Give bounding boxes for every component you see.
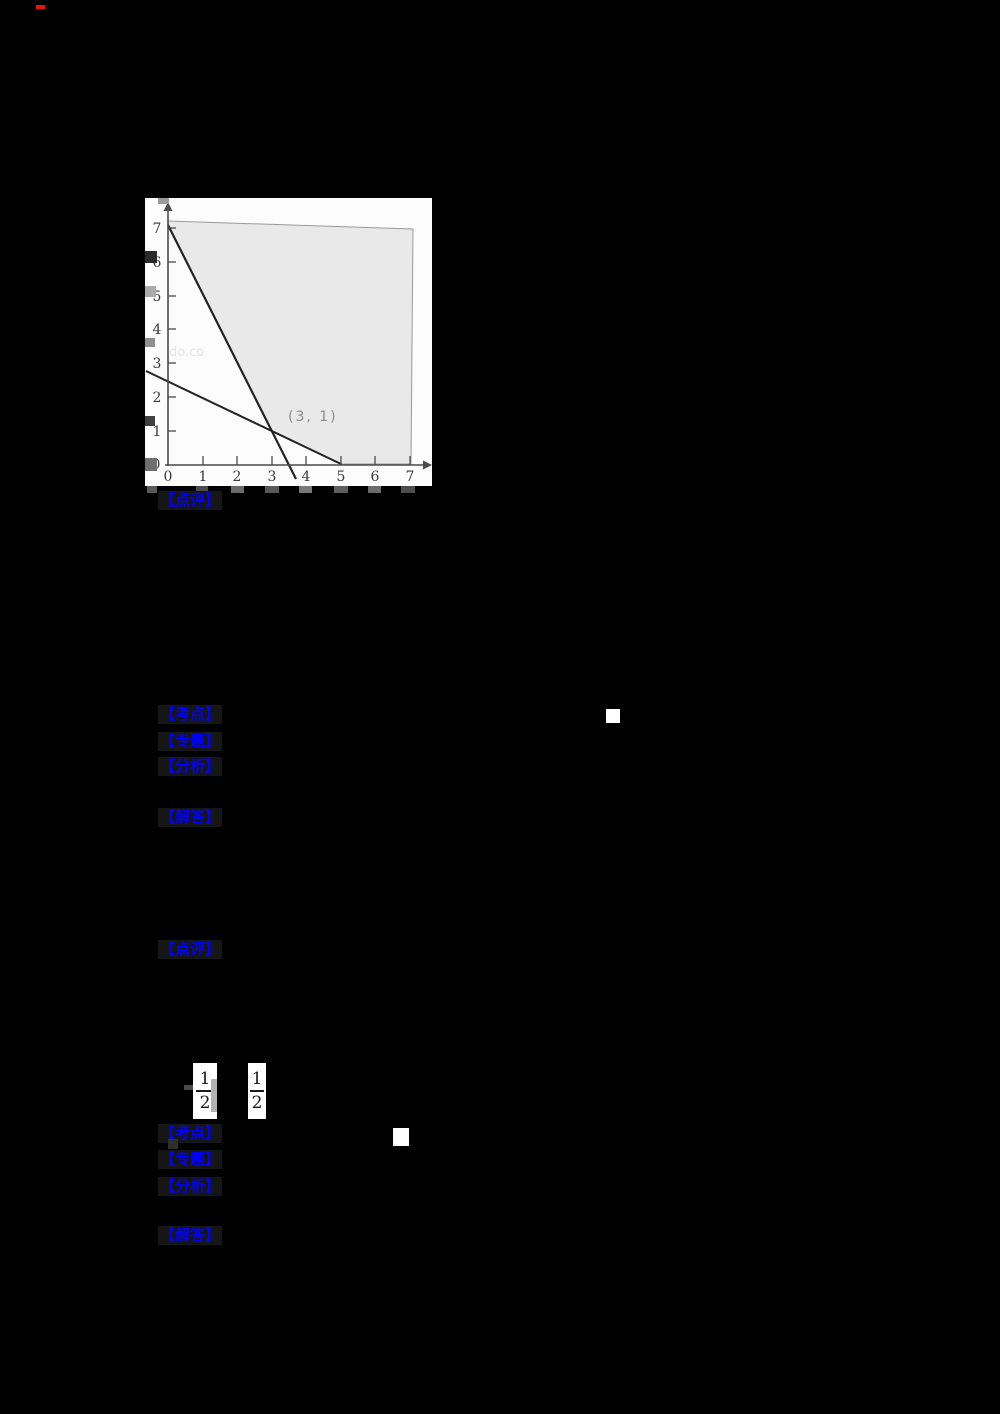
fraction-edge-artifact xyxy=(211,1079,217,1112)
smudge-artifact xyxy=(147,486,157,493)
x-tick-label-5: 5 xyxy=(337,469,346,485)
x-axis-arrow-icon xyxy=(423,460,432,470)
smudge-artifact xyxy=(368,486,381,493)
red-mark-artifact xyxy=(36,5,45,9)
fraction-numerator: 1 xyxy=(199,1069,211,1089)
x-tick-label-6: 6 xyxy=(371,469,380,485)
fraction-denominator: 2 xyxy=(199,1093,211,1113)
smudge-artifact xyxy=(265,486,279,493)
fraction-bar xyxy=(195,1090,215,1092)
x-tick-label-2: 2 xyxy=(233,469,242,485)
figure-canvas: 7 6 5 4 3 2 1 0 0 1 2 3 4 5 6 7 (3, 1) d… xyxy=(145,198,432,485)
smudge-artifact xyxy=(401,486,415,493)
y-tick-marks xyxy=(168,227,176,432)
figure-edge-artifacts xyxy=(145,198,169,471)
y-tick-label-4: 4 xyxy=(153,322,162,338)
y-tick-label-2: 2 xyxy=(153,390,162,406)
x-tick-label-0: 0 xyxy=(164,469,173,485)
tag-zhuanti-1: 【专题】 xyxy=(158,732,223,751)
y-tick-label-1: 1 xyxy=(153,424,162,440)
x-tick-marks xyxy=(202,456,411,465)
x-tick-label-1: 1 xyxy=(199,469,208,485)
watermark-text: do.co xyxy=(169,345,204,360)
y-tick-label-3: 3 xyxy=(153,356,162,372)
smudge-artifact xyxy=(196,486,208,493)
fraction-one-half-2: 1 2 xyxy=(248,1063,266,1119)
tag-dianping-1: 【点评】 xyxy=(158,491,223,510)
white-square-artifact-1 xyxy=(606,709,620,723)
fraction-leading-mark-artifact xyxy=(184,1085,193,1090)
y-tick-label-5: 5 xyxy=(153,289,162,305)
x-tick-label-3: 3 xyxy=(268,469,277,485)
point-label: (3, 1) xyxy=(288,409,338,425)
x-tick-label-4: 4 xyxy=(302,469,311,485)
tag-jieda-1: 【解答】 xyxy=(158,808,223,827)
boundary-line-shallow xyxy=(145,370,342,465)
tag-kaodian-1: 【考点】 xyxy=(158,705,223,724)
dark-square-artifact xyxy=(168,1139,178,1149)
tag-jieda-2: 【解答】 xyxy=(158,1226,223,1245)
smudge-artifact xyxy=(334,486,348,493)
smudge-artifact xyxy=(231,486,244,493)
feasible-region-figure: 7 6 5 4 3 2 1 0 0 1 2 3 4 5 6 7 (3, 1) d… xyxy=(145,198,432,486)
fraction-numerator: 1 xyxy=(251,1069,263,1089)
y-tick-label-7: 7 xyxy=(153,221,162,237)
x-tick-label-7: 7 xyxy=(406,469,415,485)
y-tick-label-6: 6 xyxy=(153,255,162,271)
feasible-region-polygon xyxy=(167,220,414,465)
white-square-artifact-2 xyxy=(393,1128,409,1146)
y-axis-arrow-icon xyxy=(163,202,173,211)
tag-fenxi-2: 【分析】 xyxy=(158,1177,223,1196)
tag-dianping-2: 【点评】 xyxy=(158,940,223,959)
smudge-artifact xyxy=(299,486,312,493)
tag-zhuanti-2: 【专题】 xyxy=(158,1150,223,1169)
fraction-denominator: 2 xyxy=(251,1093,263,1113)
boundary-line-steep xyxy=(167,224,297,480)
fraction-bar xyxy=(249,1090,265,1092)
tag-fenxi-1: 【分析】 xyxy=(158,757,223,776)
tag-kaodian-2: 【考点】 xyxy=(158,1124,223,1143)
